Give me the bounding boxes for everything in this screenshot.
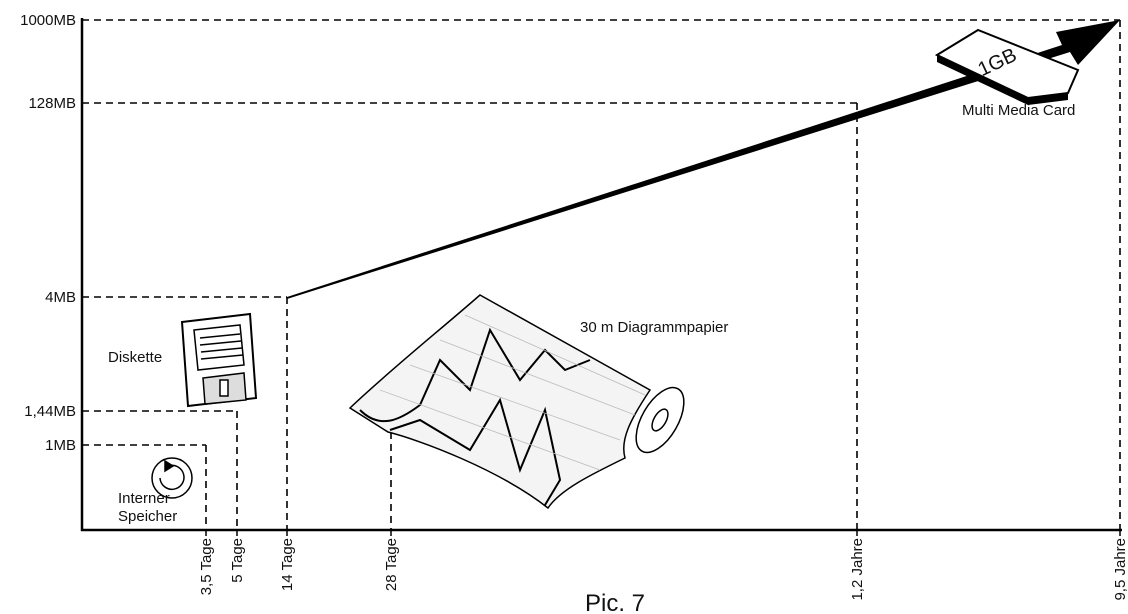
x-label: 5 Tage: [229, 538, 246, 583]
paper-label: 30 m Diagrammpapier: [580, 319, 728, 336]
x-label: 14 Tage: [279, 538, 296, 591]
caption: Pic. 7: [585, 590, 645, 614]
y-label: 1MB: [45, 437, 76, 454]
y-label: 1000MB: [20, 12, 76, 29]
floppy-icon: [182, 314, 256, 406]
y-label: 4MB: [45, 289, 76, 306]
floppy-label: Diskette: [108, 349, 162, 366]
card-label: Multi Media Card: [962, 102, 1075, 119]
internal-memory-label: Speicher: [118, 508, 177, 525]
y-label: 128MB: [28, 95, 76, 112]
y-label: 1,44MB: [24, 403, 76, 420]
diagram: Interner Speicher Diskette 30 m Diagramm…: [0, 0, 1128, 614]
x-label: 1,2 Jahre: [849, 538, 866, 601]
x-label: 3,5 Tage: [198, 538, 215, 595]
internal-memory-label: Interner: [118, 490, 170, 507]
x-label: 28 Tage: [383, 538, 400, 591]
x-label: 9,5 Jahre: [1112, 538, 1128, 601]
